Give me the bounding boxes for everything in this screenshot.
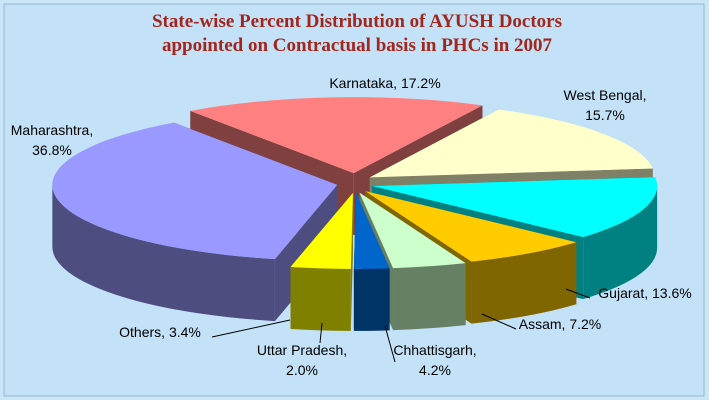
slice-side — [583, 186, 658, 300]
value-label: 4.2% — [419, 362, 451, 378]
chart-title: State-wise Percent Distribution of AYUSH… — [152, 11, 562, 32]
separator: , — [643, 87, 647, 103]
slice-side — [353, 268, 390, 331]
category-name: Karnataka — [329, 75, 393, 91]
slice — [290, 192, 353, 331]
leader-line — [481, 313, 517, 330]
value-label: 15.7% — [585, 107, 625, 123]
data-label: Chhattisgarh, 4.2% — [393, 342, 476, 378]
separator: , — [473, 342, 477, 358]
slice-top — [190, 97, 483, 174]
slice-side — [393, 263, 466, 331]
data-label: Gujarat, 13.6% — [598, 285, 691, 301]
value-label: 7.2% — [569, 316, 601, 332]
value-label: 2.0% — [286, 362, 318, 378]
category-name: Others — [119, 324, 161, 340]
slice-top — [359, 192, 466, 269]
slice-top — [290, 192, 353, 269]
slice-top — [372, 177, 658, 238]
data-label: Uttar Pradesh, 2.0% — [257, 342, 347, 378]
data-label: Assam, 7.2% — [519, 316, 602, 332]
category-name: Gujarat — [598, 285, 644, 301]
slice-side — [471, 242, 577, 324]
separator: , — [161, 324, 169, 340]
data-label: Maharashtra, 36.8% — [11, 122, 93, 158]
separator: , — [644, 285, 652, 301]
leader-line — [565, 288, 591, 299]
category-name: Chhattisgarh — [393, 342, 472, 358]
labels: Karnataka, 17.2% West Bengal, 15.7% Gujarat… — [11, 75, 692, 378]
value-label: 13.6% — [652, 285, 692, 301]
separator: , — [562, 316, 570, 332]
slice-top — [365, 191, 577, 262]
data-label: Karnataka, 17.2% — [329, 75, 440, 91]
value-label: 17.2% — [401, 75, 441, 91]
slice-side — [290, 266, 351, 331]
category-name: Uttar Pradesh — [257, 342, 343, 358]
pie — [52, 97, 658, 331]
slice-side — [52, 184, 275, 322]
separator: , — [343, 342, 347, 358]
slice-top — [52, 122, 338, 260]
slice — [353, 192, 390, 331]
value-label: 3.4% — [169, 324, 201, 340]
slice — [52, 122, 338, 322]
category-name: Assam — [519, 316, 562, 332]
data-label: Others, 3.4% — [119, 324, 201, 340]
value-label: 36.8% — [32, 142, 72, 158]
slice-top — [369, 109, 653, 178]
chart-title: appointed on Contractual basis in PHCs i… — [162, 35, 553, 56]
category-name: West Bengal — [563, 87, 642, 103]
category-name: Maharashtra — [11, 122, 90, 138]
data-label: West Bengal, 15.7% — [563, 87, 646, 123]
leader-line — [384, 325, 396, 363]
leader-line — [211, 319, 291, 338]
separator: , — [393, 75, 401, 91]
leader-line — [319, 322, 323, 344]
slice-top — [353, 192, 390, 269]
separator: , — [89, 122, 93, 138]
